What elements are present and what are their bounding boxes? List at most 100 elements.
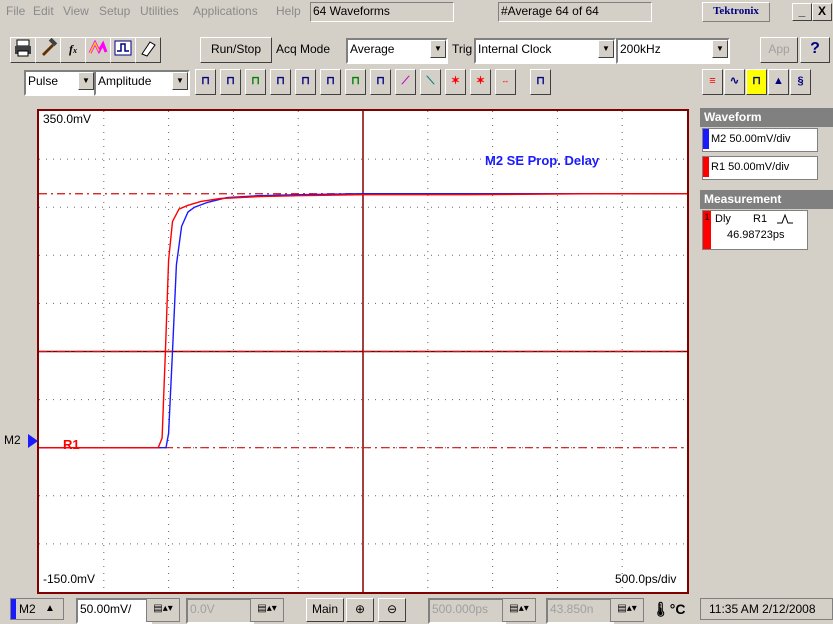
waveform-plot bbox=[39, 111, 687, 592]
position-spinner[interactable]: ▤▴▾ bbox=[502, 598, 536, 622]
autoset-icon[interactable] bbox=[110, 37, 136, 63]
chevron-down-icon[interactable]: ▼ bbox=[172, 72, 188, 90]
acq-mode-label: Acq Mode bbox=[276, 42, 331, 56]
frequency-icon[interactable]: ⊓ bbox=[270, 69, 291, 95]
mountain-icon[interactable]: ▲ bbox=[768, 69, 789, 95]
r1-waveform-chip[interactable]: R1 50.00mV/div bbox=[702, 156, 818, 180]
grid bbox=[39, 111, 687, 592]
slew-icon[interactable]: ⟋ bbox=[395, 69, 416, 95]
pos-width-icon[interactable]: ⊓ bbox=[295, 69, 316, 95]
trig-source-select[interactable]: Internal Clock ▼ bbox=[474, 38, 616, 64]
measure-param-value: Amplitude bbox=[98, 74, 152, 88]
menu-edit[interactable]: Edit bbox=[33, 4, 54, 18]
measurement-type: Dly bbox=[715, 213, 731, 225]
trig-source-value: Internal Clock bbox=[478, 42, 552, 56]
waveform-panel-header: Waveform bbox=[700, 108, 833, 127]
math-function-icon[interactable]: fx bbox=[60, 37, 86, 63]
tektronix-logo: Tektronix bbox=[702, 2, 770, 22]
scale-spinner[interactable]: ▤▴▾ bbox=[146, 598, 180, 622]
arrow-up-icon: ▲ bbox=[45, 603, 55, 614]
offset-field[interactable]: 0.0V bbox=[186, 598, 254, 624]
horizontal-position-field[interactable]: 500.000ps bbox=[428, 598, 506, 624]
chevron-down-icon[interactable]: ▼ bbox=[598, 40, 614, 58]
menu-help[interactable]: Help bbox=[276, 4, 301, 18]
zoom-out-icon[interactable]: ⊖ bbox=[378, 598, 406, 622]
hline-icon[interactable]: ≡ bbox=[702, 69, 723, 95]
trig-label: Trig bbox=[452, 42, 473, 56]
app-button[interactable]: App bbox=[760, 37, 798, 63]
delta-icon[interactable]: ↔ bbox=[495, 69, 516, 95]
chevron-down-icon[interactable]: ▼ bbox=[78, 72, 94, 90]
period-icon[interactable]: ⊓ bbox=[245, 69, 266, 95]
menu-bar: File Edit View Setup Utilities Applicati… bbox=[0, 0, 833, 22]
reference-field[interactable]: 43.850n bbox=[546, 598, 614, 624]
series-group bbox=[39, 192, 687, 449]
offset-spinner[interactable]: ▤▴▾ bbox=[250, 598, 284, 622]
thermometer-icon[interactable]: 🌡°C bbox=[652, 601, 686, 617]
rising-edge-icon bbox=[777, 213, 793, 224]
chevron-down-icon[interactable]: ▼ bbox=[430, 40, 446, 58]
rate-select[interactable]: 200kHz ▼ bbox=[616, 38, 730, 64]
help-pointer-button[interactable]: ? bbox=[800, 37, 830, 63]
gate-icon[interactable]: ⊓ bbox=[530, 69, 551, 95]
measure-type-select[interactable]: Pulse ▼ bbox=[24, 70, 96, 96]
r1-ground-label: R1 bbox=[63, 437, 80, 452]
top-voltage-label: 350.0mV bbox=[43, 112, 92, 126]
measure-param-select[interactable]: Amplitude ▼ bbox=[94, 70, 190, 96]
menu-file[interactable]: File bbox=[6, 4, 26, 18]
wave-icon[interactable]: ∿ bbox=[724, 69, 745, 95]
zoom-in-icon[interactable]: ⊕ bbox=[346, 598, 374, 622]
measurement-panel-header: Measurement bbox=[700, 190, 833, 209]
r1-color-swatch bbox=[703, 157, 709, 177]
measurement-index: 1 bbox=[703, 211, 711, 249]
channel-select[interactable]: M2 ▲ bbox=[10, 598, 64, 620]
m2-chip-label: M2 50.00mV/div bbox=[711, 133, 791, 145]
series-r1-trace bbox=[39, 192, 687, 449]
chevron-down-icon[interactable]: ▼ bbox=[712, 40, 728, 58]
vertical-scale-field[interactable]: 50.00mV/ bbox=[76, 598, 152, 624]
clear-icon[interactable] bbox=[135, 37, 161, 63]
arrow-right-icon bbox=[28, 434, 38, 448]
acq-mode-value: Average bbox=[350, 42, 395, 56]
bottom-voltage-label: -150.0mV bbox=[43, 572, 96, 586]
menu-view[interactable]: View bbox=[63, 4, 89, 18]
m2-waveform-chip[interactable]: M2 50.00mV/div bbox=[702, 128, 818, 152]
print-icon[interactable] bbox=[10, 37, 36, 63]
average-count-box: #Average 64 of 64 bbox=[498, 2, 652, 22]
channel-label: M2 bbox=[19, 602, 36, 616]
eye-icon[interactable]: § bbox=[790, 69, 811, 95]
waveform-count-box: 64 Waveforms bbox=[310, 2, 454, 22]
plot-title: M2 SE Prop. Delay bbox=[485, 153, 600, 168]
menu-applications[interactable]: Applications bbox=[193, 4, 258, 18]
overshoot-icon[interactable]: ⟍ bbox=[420, 69, 441, 95]
acq-mode-select[interactable]: Average ▼ bbox=[346, 38, 448, 64]
close-button[interactable]: X bbox=[812, 3, 832, 21]
duty-cycle-icon[interactable]: ⊓ bbox=[345, 69, 366, 95]
neg-width-icon[interactable]: ⊓ bbox=[320, 69, 341, 95]
reference-spinner[interactable]: ▤▴▾ bbox=[610, 598, 644, 622]
tools-icon[interactable] bbox=[35, 37, 61, 63]
measure-type-value: Pulse bbox=[28, 74, 59, 88]
measurement-entry[interactable]: 1 Dly R1 46.98723ps bbox=[702, 210, 808, 250]
fall-time-icon[interactable]: ⊓ bbox=[220, 69, 241, 95]
measurement-value: 46.98723ps bbox=[727, 229, 785, 241]
m2-color-swatch bbox=[703, 129, 709, 149]
waveform-color-icon[interactable] bbox=[85, 37, 111, 63]
measurement-source: R1 bbox=[753, 213, 768, 225]
burst-width-icon[interactable]: ⊓ bbox=[370, 69, 391, 95]
noise-icon[interactable]: ✶ bbox=[470, 69, 491, 95]
menu-setup[interactable]: Setup bbox=[99, 4, 131, 18]
run-stop-button[interactable]: Run/Stop bbox=[200, 37, 272, 63]
graticule[interactable]: 350.0mV -150.0mV 500.0ps/div M2 SE Prop.… bbox=[37, 109, 689, 594]
m2-ground-marker[interactable]: M2 bbox=[4, 432, 38, 450]
jitter-icon[interactable]: ✶ bbox=[445, 69, 466, 95]
menu-utilities[interactable]: Utilities bbox=[140, 4, 179, 18]
rise-time-icon[interactable]: ⊓ bbox=[195, 69, 216, 95]
help-icon: ? bbox=[810, 40, 820, 57]
timebase-label: 500.0ps/div bbox=[615, 572, 677, 586]
series-m2-trace bbox=[39, 192, 687, 449]
minimize-button[interactable]: _ bbox=[792, 3, 812, 21]
main-timebase-button[interactable]: Main bbox=[306, 598, 344, 622]
histogram-view-icon[interactable]: ⊓ bbox=[746, 69, 767, 95]
r1-chip-label: R1 50.00mV/div bbox=[711, 161, 790, 173]
